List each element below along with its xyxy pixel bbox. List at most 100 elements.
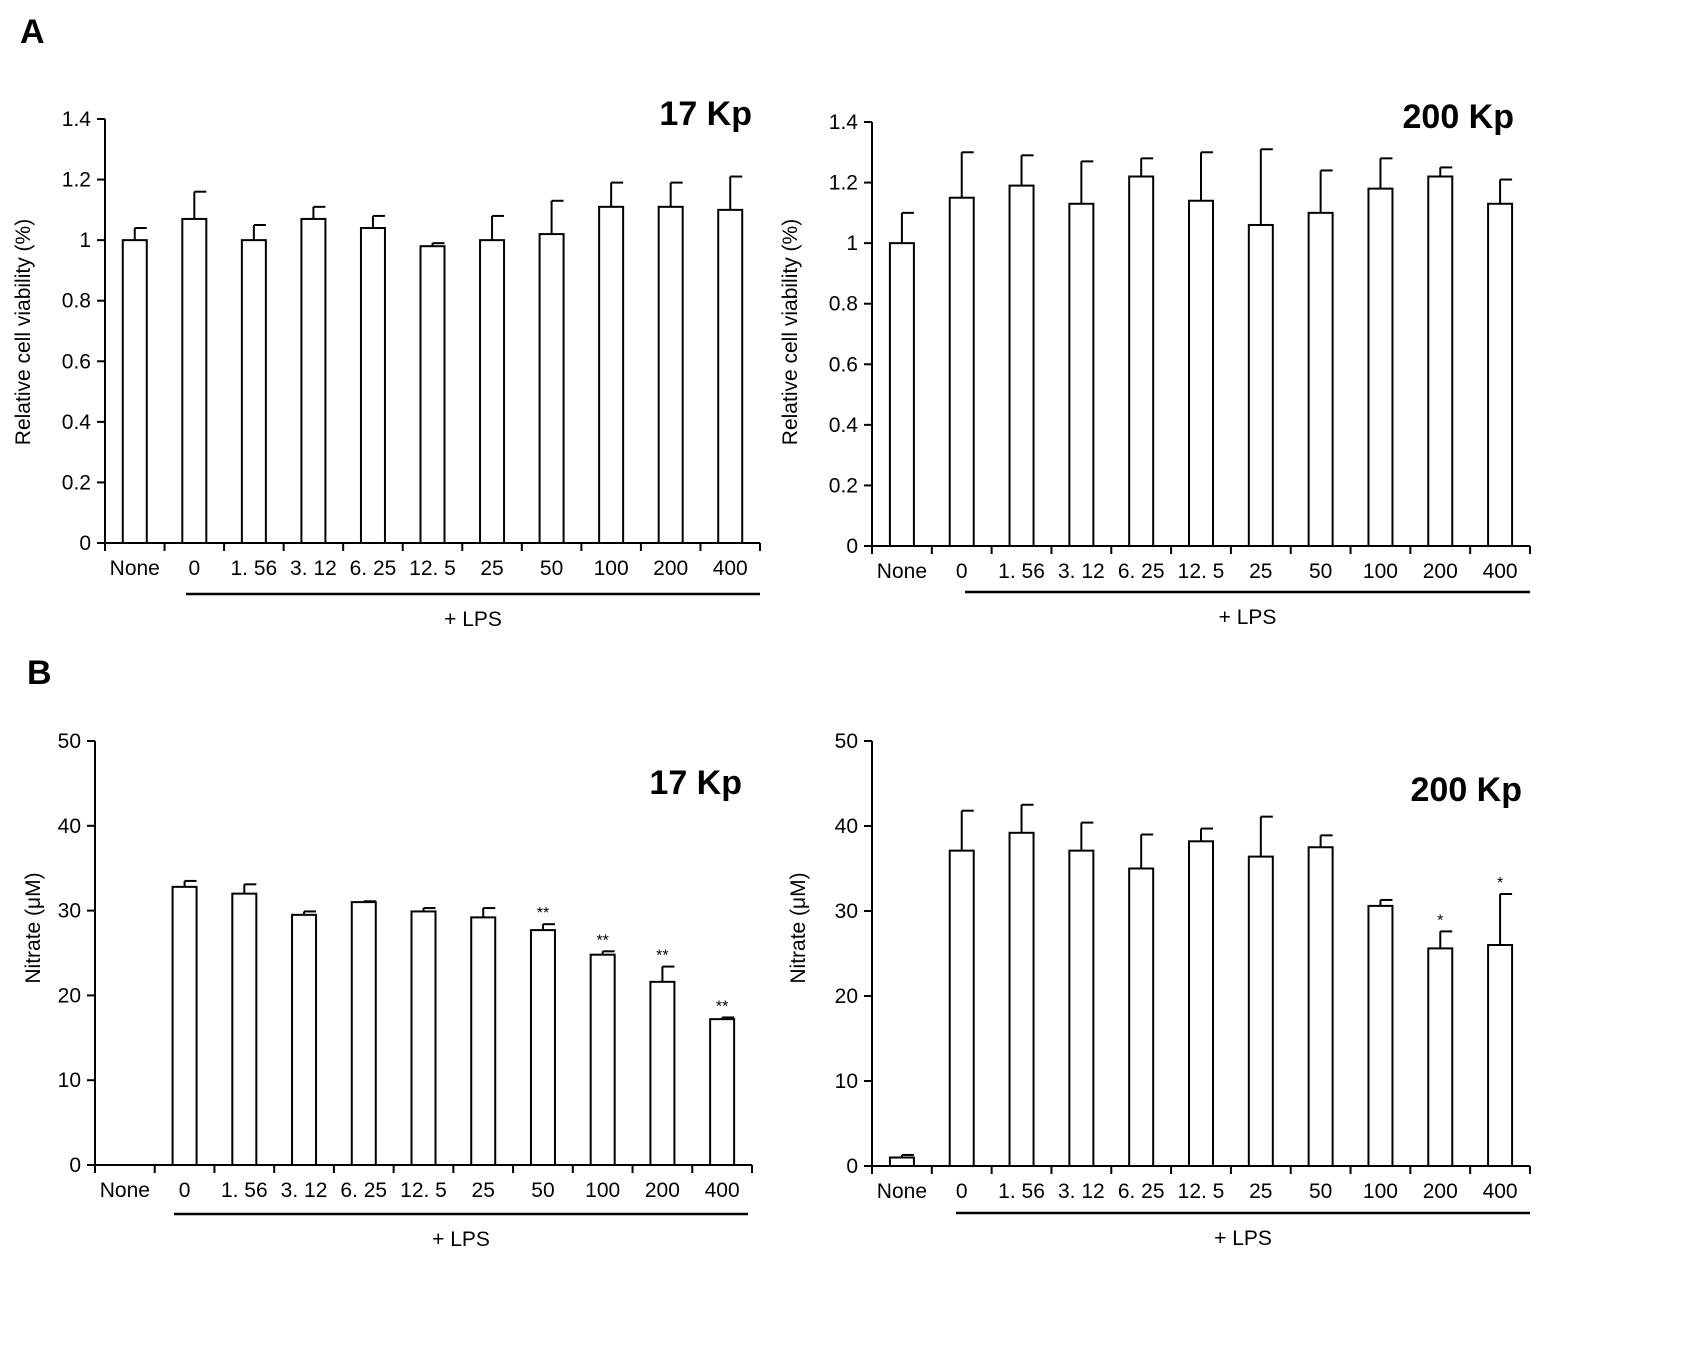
x-tick-label: 6. 25 bbox=[340, 1179, 387, 1202]
x-tick-label: 0 bbox=[179, 1179, 191, 1202]
x-tick-label: 100 bbox=[594, 557, 629, 580]
x-tick-label: 1. 56 bbox=[998, 1180, 1045, 1203]
bar bbox=[709, 1018, 736, 1166]
y-tick-label: 1.4 bbox=[829, 111, 859, 134]
x-tick-label: 100 bbox=[1363, 1180, 1398, 1203]
bar bbox=[359, 227, 386, 544]
bar bbox=[1427, 175, 1454, 547]
chart-title: 200 Kp bbox=[1411, 771, 1523, 809]
y-tick-label: 0 bbox=[846, 535, 858, 558]
y-tick-label: 0.8 bbox=[829, 293, 858, 316]
bar bbox=[181, 217, 208, 544]
bar bbox=[1008, 184, 1035, 547]
x-tick-label: 200 bbox=[645, 1179, 680, 1202]
bar bbox=[1307, 211, 1334, 547]
x-tick-label: 3. 12 bbox=[1058, 1180, 1105, 1203]
x-tick-label: 25 bbox=[472, 1179, 495, 1202]
x-tick-label: 6. 25 bbox=[350, 557, 397, 580]
x-tick-label: 400 bbox=[705, 1179, 740, 1202]
significance-marker: * bbox=[1497, 875, 1503, 892]
y-tick-label: 40 bbox=[58, 815, 81, 838]
y-tick-label: 1.4 bbox=[62, 108, 92, 131]
x-tick-label: None bbox=[877, 1180, 927, 1203]
bar bbox=[479, 239, 506, 544]
bar bbox=[657, 205, 684, 544]
bar bbox=[1068, 849, 1095, 1168]
bar bbox=[598, 205, 625, 544]
bar bbox=[649, 980, 676, 1166]
bar bbox=[410, 910, 437, 1166]
x-tick-label: 400 bbox=[1483, 560, 1518, 583]
y-axis-label: Relative cell viability (%) bbox=[779, 219, 802, 445]
chart-title: 200 Kp bbox=[1403, 98, 1515, 136]
x-tick-label: 12. 5 bbox=[409, 557, 456, 580]
bar bbox=[1427, 947, 1454, 1168]
x-tick-label: 1. 56 bbox=[998, 560, 1045, 583]
bar bbox=[888, 1156, 915, 1167]
y-tick-label: 10 bbox=[58, 1069, 81, 1092]
x-tick-label: 25 bbox=[480, 557, 503, 580]
bar bbox=[538, 233, 565, 544]
lps-group-label: + LPS bbox=[432, 1228, 490, 1251]
y-tick-label: 30 bbox=[58, 900, 81, 923]
y-tick-label: 0.6 bbox=[62, 350, 91, 373]
panel-label-a: A bbox=[20, 13, 45, 51]
x-tick-label: None bbox=[110, 557, 160, 580]
x-tick-label: 6. 25 bbox=[1118, 1180, 1165, 1203]
y-tick-label: 1 bbox=[846, 232, 858, 255]
x-tick-label: 12. 5 bbox=[1178, 1180, 1225, 1203]
y-tick-label: 0 bbox=[79, 532, 91, 555]
chart-4: 200 Kp Nitrate (μM) 0 10 20 30 40 50 None 0 1. 56 3… bbox=[787, 730, 1531, 1250]
x-tick-label: 25 bbox=[1249, 560, 1272, 583]
x-tick-label: 3. 12 bbox=[290, 557, 337, 580]
bar bbox=[300, 217, 327, 544]
y-tick-label: 20 bbox=[835, 985, 858, 1008]
x-tick-label: 0 bbox=[188, 557, 200, 580]
x-tick-label: 12. 5 bbox=[400, 1179, 447, 1202]
x-tick-label: 12. 5 bbox=[1178, 560, 1225, 583]
bar bbox=[240, 239, 267, 544]
y-tick-label: 0.4 bbox=[62, 411, 92, 434]
x-tick-label: None bbox=[100, 1179, 150, 1202]
x-tick-label: 200 bbox=[653, 557, 688, 580]
y-tick-label: 30 bbox=[835, 900, 858, 923]
bar bbox=[350, 901, 377, 1166]
x-tick-label: 50 bbox=[531, 1179, 554, 1202]
y-tick-label: 0 bbox=[846, 1155, 858, 1178]
bar bbox=[948, 196, 975, 547]
y-tick-label: 10 bbox=[835, 1070, 858, 1093]
bar bbox=[1487, 944, 1514, 1167]
bar bbox=[1307, 846, 1334, 1167]
x-tick-label: 100 bbox=[1363, 560, 1398, 583]
y-axis-label: Nitrate (μM) bbox=[787, 872, 810, 983]
bar bbox=[948, 849, 975, 1168]
lps-group-label: + LPS bbox=[444, 608, 502, 631]
bar bbox=[419, 245, 446, 544]
bar bbox=[1128, 175, 1155, 547]
bar bbox=[1128, 867, 1155, 1167]
lps-group-label: + LPS bbox=[1214, 1227, 1272, 1250]
y-tick-label: 1 bbox=[79, 229, 91, 252]
bar bbox=[1367, 187, 1394, 547]
chart-title: 17 Kp bbox=[649, 764, 742, 802]
y-tick-label: 0.2 bbox=[829, 474, 858, 497]
y-tick-label: 0 bbox=[69, 1154, 81, 1177]
y-axis-label: Relative cell viability (%) bbox=[12, 219, 35, 445]
y-tick-label: 0.6 bbox=[829, 353, 858, 376]
bar bbox=[171, 885, 198, 1167]
significance-marker: ** bbox=[656, 948, 668, 965]
significance-marker: ** bbox=[537, 905, 549, 922]
y-tick-label: 0.2 bbox=[62, 471, 91, 494]
bar bbox=[1188, 199, 1214, 547]
y-tick-label: 1.2 bbox=[62, 169, 91, 192]
bar bbox=[717, 208, 744, 544]
y-axis-label: Nitrate (μM) bbox=[22, 872, 45, 983]
chart-title: 17 Kp bbox=[659, 95, 752, 133]
bar bbox=[1367, 904, 1394, 1168]
bar bbox=[121, 239, 148, 544]
x-tick-label: None bbox=[877, 560, 927, 583]
x-tick-label: 400 bbox=[1483, 1180, 1518, 1203]
x-tick-label: 3. 12 bbox=[1058, 560, 1105, 583]
